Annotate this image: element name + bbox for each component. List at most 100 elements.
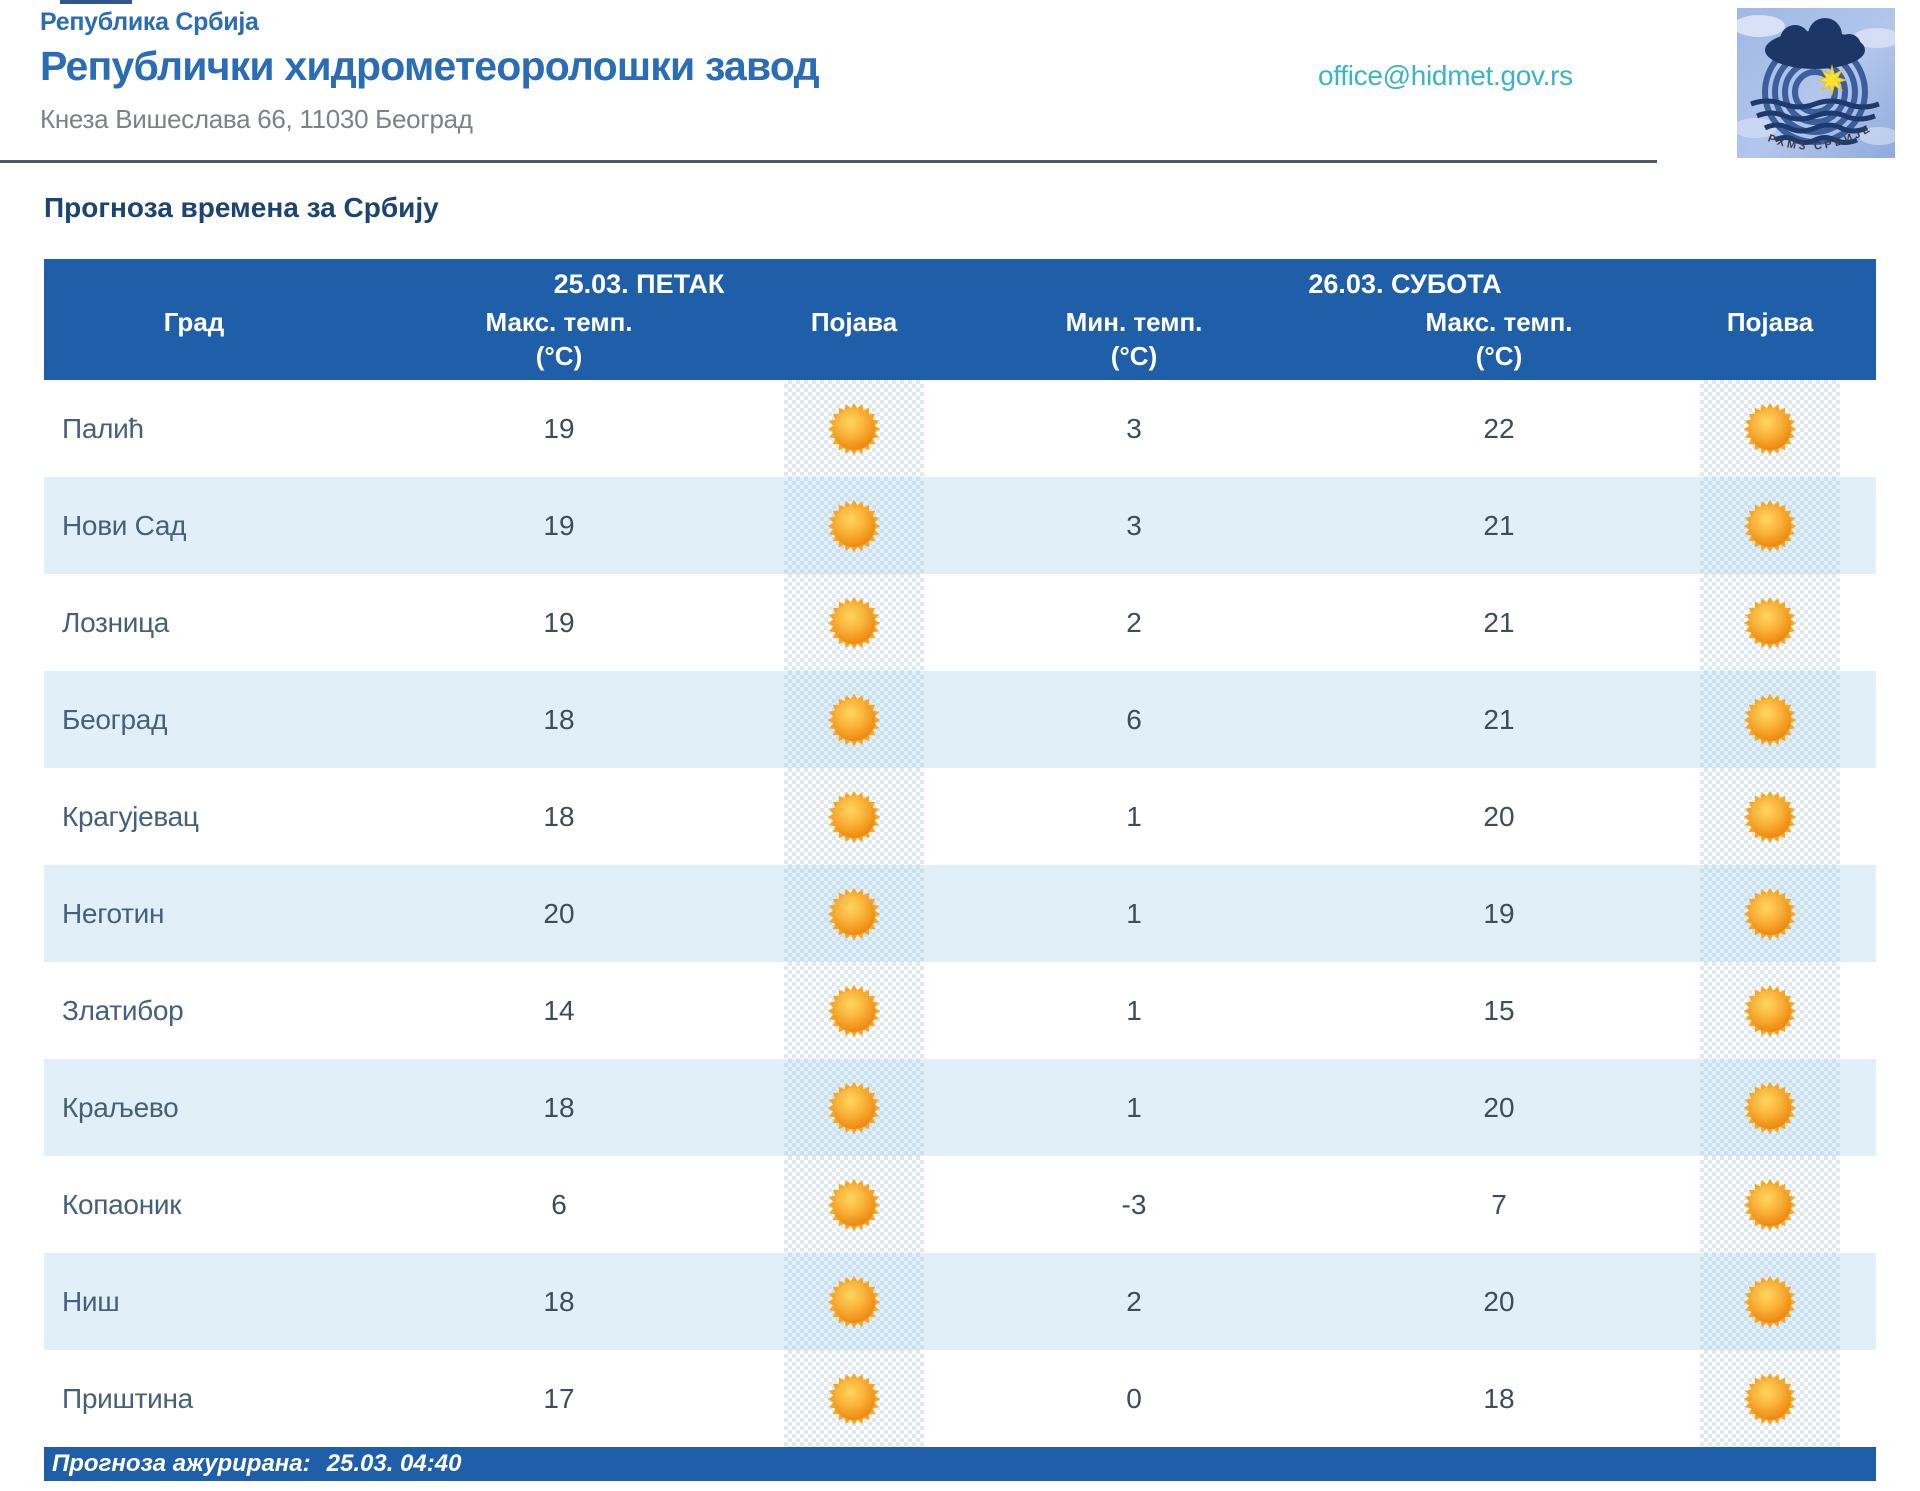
day2-phenomenon-cell [1664, 865, 1876, 962]
page-title: Прогноза времена за Србију [44, 192, 439, 223]
day1-phenomenon-cell [774, 1350, 934, 1447]
sunny-icon [826, 789, 882, 845]
sunny-icon [1742, 498, 1798, 554]
day1-max-temp: 18 [543, 1285, 575, 1317]
day2-icon-box [1700, 671, 1840, 768]
sunny-icon [1742, 1080, 1798, 1136]
day2-phenomenon-cell [1664, 768, 1876, 865]
table-row: Неготин 20 1 19 [44, 865, 1876, 962]
day2-min-temp: 6 [1126, 703, 1142, 735]
day2-max-temp: 15 [1483, 994, 1515, 1026]
day2-max-temp: 22 [1483, 412, 1515, 444]
day2-phenomenon-cell [1664, 380, 1876, 477]
country-name: Република Србија [40, 8, 259, 36]
day1-phenomenon-cell [774, 574, 934, 671]
sunny-icon [826, 401, 882, 457]
day2-min-temp: 0 [1126, 1382, 1142, 1414]
col-header-day1-phenomenon: Појава [810, 307, 898, 337]
day1-phenomenon-cell [774, 477, 934, 574]
sunny-icon [826, 983, 882, 1039]
day1-max-temp: 18 [543, 703, 575, 735]
sunny-icon [1742, 983, 1798, 1039]
day2-phenomenon-cell [1664, 1350, 1876, 1447]
city-name: Лозница [62, 606, 170, 638]
city-name: Копаоник [62, 1188, 182, 1220]
day2-max-temp: 21 [1483, 606, 1515, 638]
col-header-day2-max: Макс. темп. (°C) [1334, 306, 1664, 374]
day2-phenomenon-cell [1664, 574, 1876, 671]
day1-max-temp: 19 [543, 606, 575, 638]
forecast-table: 25.03. ПЕТАК 26.03. СУБОТА Град Макс. те… [44, 259, 1876, 1447]
col-header-day2-min: Мин. темп. (°C) [934, 306, 1334, 374]
sunny-icon [826, 1371, 882, 1427]
day1-phenomenon-cell [774, 768, 934, 865]
table-row: Копаоник 6 -3 7 [44, 1156, 1876, 1253]
sunny-icon [1742, 1177, 1798, 1233]
day2-min-temp: 1 [1126, 800, 1142, 832]
day1-phenomenon-cell [774, 1059, 934, 1156]
city-name: Београд [62, 703, 168, 735]
day2-icon-box [1700, 1059, 1840, 1156]
day1-max-temp: 6 [551, 1188, 567, 1220]
day1-phenomenon-cell [774, 865, 934, 962]
update-status-bar: Прогноза ажурирана: 25.03. 04:40 [44, 1447, 1876, 1481]
table-row: Приштина 17 0 18 [44, 1350, 1876, 1447]
day2-min-temp: 1 [1126, 994, 1142, 1026]
city-name: Ниш [62, 1285, 120, 1317]
col-header-day2-min-unit: (°C) [1110, 340, 1158, 371]
table-body: Палић 19 3 22 Нови Сад 19 [44, 380, 1876, 1447]
day1-phenomenon-cell [774, 671, 934, 768]
day2-icon-box [1700, 574, 1840, 671]
day2-min-temp: 3 [1126, 509, 1142, 541]
day2-min-temp: 3 [1126, 412, 1142, 444]
day1-icon-box [784, 1350, 924, 1447]
day1-max-temp: 20 [543, 897, 575, 929]
day2-min-temp: 2 [1126, 606, 1142, 638]
day1-max-temp: 18 [543, 800, 575, 832]
day2-phenomenon-cell [1664, 671, 1876, 768]
sunny-icon [826, 886, 882, 942]
sunny-icon [826, 498, 882, 554]
day2-max-temp: 20 [1483, 1285, 1515, 1317]
col-header-city: Град [163, 307, 225, 337]
letterhead: Република Србија Републички хидрометеоро… [40, 8, 820, 135]
organization-name: Републички хидрометеоролошки завод [40, 43, 820, 89]
day2-icon-box [1700, 1253, 1840, 1350]
sunny-icon [1742, 1274, 1798, 1330]
sunny-icon [1742, 692, 1798, 748]
day2-icon-box [1700, 1350, 1840, 1447]
day2-date-header: 26.03. СУБОТА [1308, 269, 1502, 299]
sunny-icon [1742, 789, 1798, 845]
day1-phenomenon-cell [774, 380, 934, 477]
day1-icon-box [784, 671, 924, 768]
day2-icon-box [1700, 380, 1840, 477]
sunny-icon [1742, 595, 1798, 651]
table-row: Палић 19 3 22 [44, 380, 1876, 477]
table-row: Лозница 19 2 21 [44, 574, 1876, 671]
day2-min-temp: 1 [1126, 1091, 1142, 1123]
day1-icon-box [784, 768, 924, 865]
table-row: Златибор 14 1 15 [44, 962, 1876, 1059]
contact-email-link[interactable]: office@hidmet.gov.rs [1318, 60, 1573, 91]
city-name: Неготин [62, 897, 165, 929]
day1-icon-box [784, 1059, 924, 1156]
day2-icon-box [1700, 962, 1840, 1059]
day2-max-temp: 21 [1483, 703, 1515, 735]
table-row: Београд 18 6 21 [44, 671, 1876, 768]
col-header-day1-max-label: Макс. темп. [485, 307, 633, 337]
day1-icon-box [784, 477, 924, 574]
day2-max-temp: 20 [1483, 800, 1515, 832]
day1-icon-box [784, 962, 924, 1059]
day1-icon-box [784, 380, 924, 477]
table-row: Нови Сад 19 3 21 [44, 477, 1876, 574]
table-row: Крагујевац 18 1 20 [44, 768, 1876, 865]
day1-max-temp: 17 [543, 1382, 575, 1414]
col-header-day1-max: Макс. темп. (°C) [344, 306, 774, 374]
day1-date-header: 25.03. ПЕТАК [553, 269, 725, 299]
day1-max-temp: 19 [543, 412, 575, 444]
day2-icon-box [1700, 477, 1840, 574]
header-divider [0, 160, 1657, 163]
day1-max-temp: 18 [543, 1091, 575, 1123]
day2-max-temp: 18 [1483, 1382, 1515, 1414]
